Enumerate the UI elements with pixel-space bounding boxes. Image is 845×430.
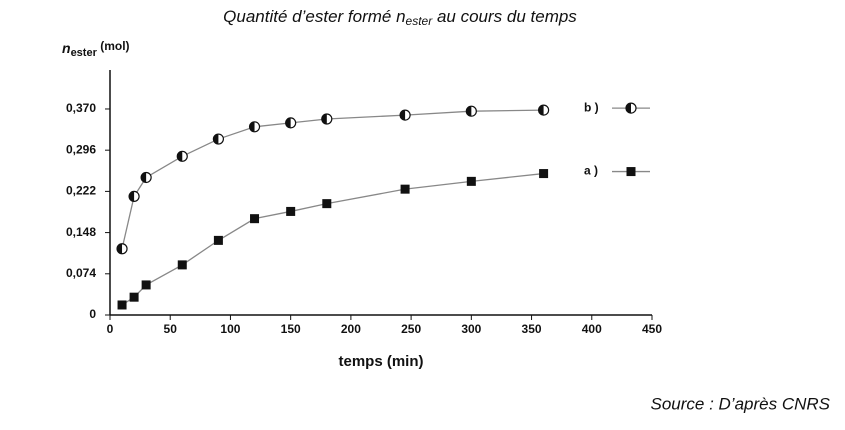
square — [626, 167, 636, 177]
series-line — [121, 172, 544, 306]
marker — [141, 280, 151, 290]
marker — [465, 105, 477, 117]
series-line — [121, 109, 544, 249]
chart-title: Quantité d’ester formé nester au cours d… — [223, 7, 577, 28]
square — [213, 235, 223, 245]
y-label-part: (mol) — [97, 39, 130, 53]
x-tick-label: 450 — [642, 322, 662, 336]
square — [400, 184, 410, 194]
half — [117, 243, 123, 254]
half — [466, 106, 472, 117]
title-part: au cours du temps — [432, 7, 577, 26]
half — [321, 114, 327, 124]
y-label-part: n — [62, 40, 71, 56]
legend-label: a ) — [584, 164, 598, 178]
marker — [286, 206, 296, 216]
marker — [466, 176, 476, 186]
x-axis-label: temps (min) — [338, 353, 423, 370]
half — [626, 103, 631, 114]
square — [539, 169, 549, 179]
title-subscript: ester — [406, 14, 434, 28]
y-tick-label: 0,296 — [66, 142, 96, 156]
marker — [213, 235, 223, 245]
x-tick-label: 300 — [461, 322, 481, 336]
y-tick-label: 0,074 — [66, 266, 96, 280]
half — [400, 110, 406, 121]
half — [177, 151, 183, 162]
square — [141, 280, 151, 290]
x-tick-label: 50 — [164, 322, 178, 336]
square — [466, 176, 476, 186]
source: Source : D’après CNRS — [650, 394, 830, 413]
y-tick-label: 0,370 — [66, 101, 96, 115]
marker — [539, 169, 549, 179]
marker — [285, 117, 297, 129]
x-tick-label: 400 — [582, 322, 602, 336]
marker — [321, 113, 333, 125]
marker — [626, 167, 636, 177]
y-tick-label: 0,222 — [66, 184, 96, 198]
half — [213, 134, 219, 145]
square — [250, 214, 260, 224]
marker — [250, 214, 260, 224]
square — [117, 300, 127, 310]
half — [249, 121, 255, 132]
marker — [117, 300, 127, 310]
marker — [399, 109, 411, 121]
marker — [400, 184, 410, 194]
x-tick-label: 150 — [281, 322, 301, 336]
square — [129, 292, 139, 302]
square — [322, 199, 332, 209]
marker — [248, 121, 261, 133]
x-tick-label: 350 — [522, 322, 542, 336]
half — [285, 117, 291, 128]
half — [141, 172, 147, 183]
half — [538, 105, 544, 116]
marker — [177, 260, 187, 270]
half — [129, 191, 135, 202]
y-label-subscript: ester — [71, 47, 98, 59]
marker — [129, 292, 139, 302]
marker — [212, 133, 224, 145]
marker — [140, 171, 152, 184]
marker — [625, 102, 637, 114]
x-tick-label: 250 — [401, 322, 421, 336]
marker — [116, 243, 128, 255]
x-tick-label: 100 — [220, 322, 240, 336]
x-tick-label: 0 — [107, 322, 114, 336]
y-axis-label: nester (mol) — [62, 39, 130, 59]
y-tick-label: 0,148 — [66, 225, 96, 239]
marker — [128, 190, 140, 202]
square — [177, 260, 187, 270]
y-tick-label: 0 — [89, 307, 96, 321]
marker — [322, 199, 332, 209]
marker — [176, 150, 188, 162]
legend-label: b ) — [584, 100, 599, 114]
square — [286, 206, 296, 216]
title-part: Quantité d’ester formé n — [223, 7, 405, 26]
x-tick-label: 200 — [341, 322, 361, 336]
marker — [537, 104, 550, 116]
